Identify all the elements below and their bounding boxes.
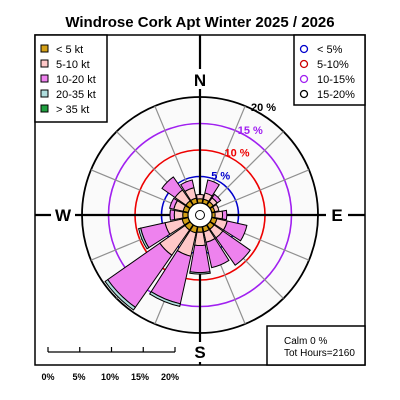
scale-label-1: 5% (72, 372, 85, 382)
speed-swatch-1 (40, 59, 49, 68)
cardinal-label-n: N (194, 71, 206, 90)
bar-e-bin1 (214, 210, 224, 220)
speed-swatch-0 (40, 44, 49, 53)
cardinal-label-e: E (331, 206, 342, 225)
speed-label-3: 20-35 kt (56, 89, 96, 101)
speed-legend: < 5 kt 5-10 kt 10-20 kt 20-35 kt > 35 kt (34, 34, 108, 123)
cardinal-n-bg (190, 69, 210, 89)
scale-label-4: 20% (161, 372, 179, 382)
bar-w-bin2 (169, 209, 176, 221)
ring-legend-marker-1 (299, 59, 309, 69)
ring-label-5: 5 % (211, 171, 230, 183)
scale-label-0: 0% (41, 372, 54, 382)
ring-legend-label-2: 10-15% (317, 74, 355, 86)
scale-bar: 0% 5% 10% 15% 20% (41, 347, 179, 382)
bar-sw-bin3 (104, 278, 137, 311)
ring-labels-layer: 5 % 10 % 15 % 20 % (211, 102, 276, 183)
center-dot (195, 210, 205, 220)
cardinal-s-bg (190, 342, 210, 362)
ring-label-20: 20 % (251, 102, 276, 114)
ring-label-15: 15 % (238, 125, 263, 137)
bar-s-bin1 (194, 231, 206, 247)
ring-label-10: 10 % (225, 148, 250, 160)
bar-w-bin0 (182, 211, 189, 219)
bar-wsw-bin3 (138, 227, 150, 250)
bar-nw-bin2 (161, 176, 184, 199)
cardinal-w-bg (51, 205, 75, 225)
cardinal-label-s: S (194, 343, 205, 362)
cardinal-e-bg (326, 205, 348, 225)
speed-label-4: > 35 kt (56, 104, 89, 116)
cardinal-label-w: W (55, 206, 72, 225)
bar-s-bin0 (196, 226, 204, 233)
spoke-ene (210, 169, 310, 211)
bar-n-bin1 (195, 194, 205, 200)
ring-legend: < 5% 5-10% 10-15% 15-20% (293, 34, 366, 106)
speed-label-0: < 5 kt (56, 44, 83, 56)
speed-swatch-2 (40, 74, 49, 83)
bar-e-bin2 (221, 209, 228, 221)
ring-legend-marker-3 (299, 89, 309, 99)
bar-ese-bin2 (222, 220, 248, 242)
hours-text: Tot Hours=2160 (284, 348, 355, 359)
spoke-ne (208, 131, 284, 207)
speed-swatch-4 (40, 104, 49, 113)
bar-sse-bin2 (205, 237, 230, 269)
ring-legend-label-3: 15-20% (317, 89, 355, 101)
bar-ene-bin1 (212, 203, 220, 213)
bar-se-bin2 (215, 230, 251, 266)
ring-legend-label-1: 5-10% (317, 59, 349, 71)
ring-legend-box (293, 34, 366, 106)
ring-legend-marker-2 (299, 74, 309, 84)
speed-label-1: 5-10 kt (56, 59, 90, 71)
bar-s-bin3 (189, 271, 211, 275)
bar-nnw-bin2 (180, 179, 195, 193)
info-box: Calm 0 % Tot Hours=2160 (266, 325, 366, 366)
bar-ssw-bin3 (149, 291, 181, 307)
scale-label-2: 10% (101, 372, 119, 382)
bar-nne-bin2 (204, 179, 220, 197)
speed-label-2: 10-20 kt (56, 74, 96, 86)
calm-text: Calm 0 % (284, 336, 327, 347)
speed-swatch-3 (40, 89, 49, 98)
bar-ne-bin2 (211, 193, 222, 204)
ring-legend-marker-0 (299, 44, 309, 54)
ring-legend-label-0: < 5% (317, 44, 343, 56)
info-box-frame (266, 325, 366, 366)
scale-label-3: 15% (131, 372, 149, 382)
bar-wnw-bin2 (169, 197, 179, 210)
center-layer (187, 202, 213, 228)
bar-w-bin1 (173, 209, 184, 221)
chart-title: Windrose Cork Apt Winter 2025 / 2026 (65, 14, 334, 31)
